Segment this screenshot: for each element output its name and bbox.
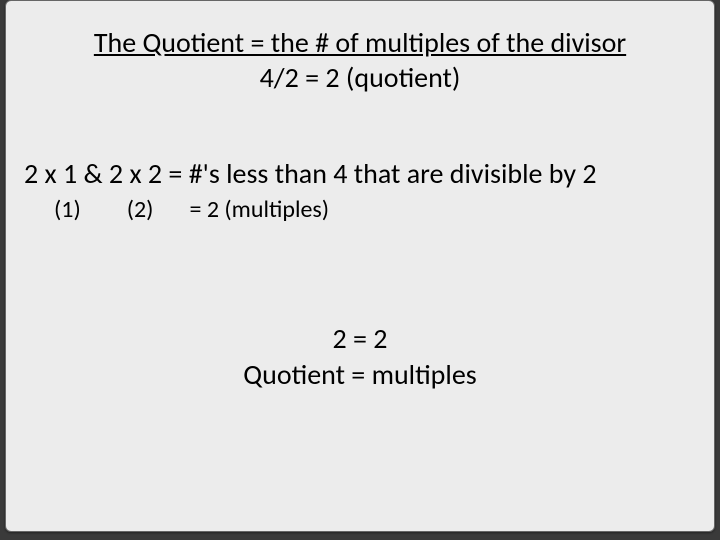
conclusion-block: 2 = 2 Quotient = multiples [6,321,714,394]
slide: The Quotient = the # of multiples of the… [5,0,715,532]
body-block: 2 x 1 & 2 x 2 = #'s less than 4 that are… [24,156,696,226]
body-line-2-part-2: (2) [127,195,154,224]
title-line-1: The Quotient = the # of multiples of the… [6,25,714,60]
body-line-2-part-3: = 2 (multiples) [189,195,329,224]
title-block: The Quotient = the # of multiples of the… [6,25,714,95]
body-line-2: (1) (2) = 2 (multiples) [24,194,696,225]
body-line-1: 2 x 1 & 2 x 2 = #'s less than 4 that are… [24,156,696,192]
conclusion-line-2: Quotient = multiples [6,357,714,393]
title-line-2: 4/2 = 2 (quotient) [6,60,714,95]
conclusion-line-1: 2 = 2 [6,321,714,357]
body-line-2-part-1: (1) [54,195,81,224]
